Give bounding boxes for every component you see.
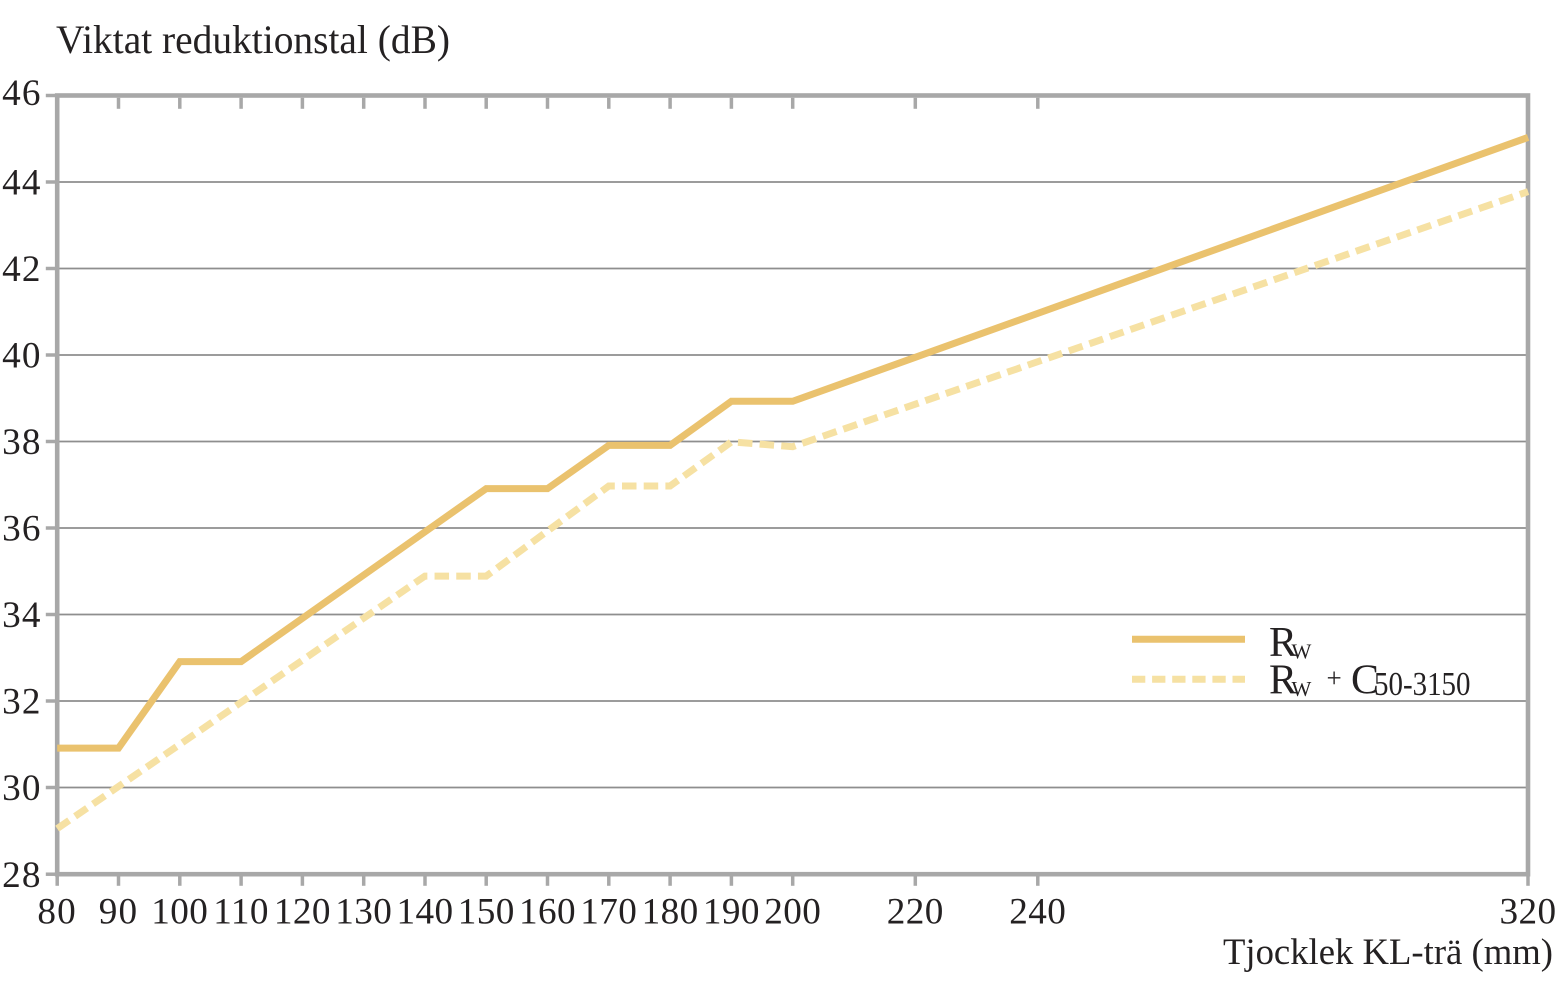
svg-text:42: 42 [2,249,42,290]
svg-text:44: 44 [2,163,42,204]
svg-text:320: 320 [1500,892,1557,933]
svg-text:34: 34 [2,595,42,636]
svg-text:46: 46 [2,73,42,114]
svg-text:28: 28 [2,855,42,896]
svg-text:W: W [1292,640,1312,664]
svg-text:R: R [1269,620,1297,666]
svg-text:C: C [1351,657,1379,703]
svg-text:90: 90 [99,892,139,933]
svg-text:170: 170 [580,892,637,933]
svg-text:240: 240 [1009,892,1066,933]
svg-text:80: 80 [37,892,77,933]
svg-text:120: 120 [274,892,331,933]
svg-text:40: 40 [2,336,42,377]
svg-text:160: 160 [519,892,576,933]
svg-text:+: + [1327,663,1342,693]
svg-text:130: 130 [335,892,392,933]
svg-text:220: 220 [887,892,944,933]
svg-text:150: 150 [458,892,515,933]
svg-text:32: 32 [2,682,42,723]
svg-text:140: 140 [397,892,454,933]
svg-text:180: 180 [642,892,699,933]
svg-text:W: W [1292,677,1312,701]
svg-text:Viktat reduktionstal (dB): Viktat reduktionstal (dB) [56,17,450,62]
svg-text:R: R [1269,657,1297,703]
svg-text:38: 38 [2,422,42,463]
svg-text:Tjocklek KL-trä (mm): Tjocklek KL-trä (mm) [1223,932,1553,973]
svg-text:50-3150: 50-3150 [1374,666,1471,703]
svg-text:36: 36 [2,509,42,550]
svg-text:200: 200 [764,892,821,933]
svg-text:190: 190 [703,892,760,933]
svg-text:30: 30 [2,768,42,809]
svg-text:100: 100 [151,892,208,933]
svg-text:110: 110 [213,892,269,933]
